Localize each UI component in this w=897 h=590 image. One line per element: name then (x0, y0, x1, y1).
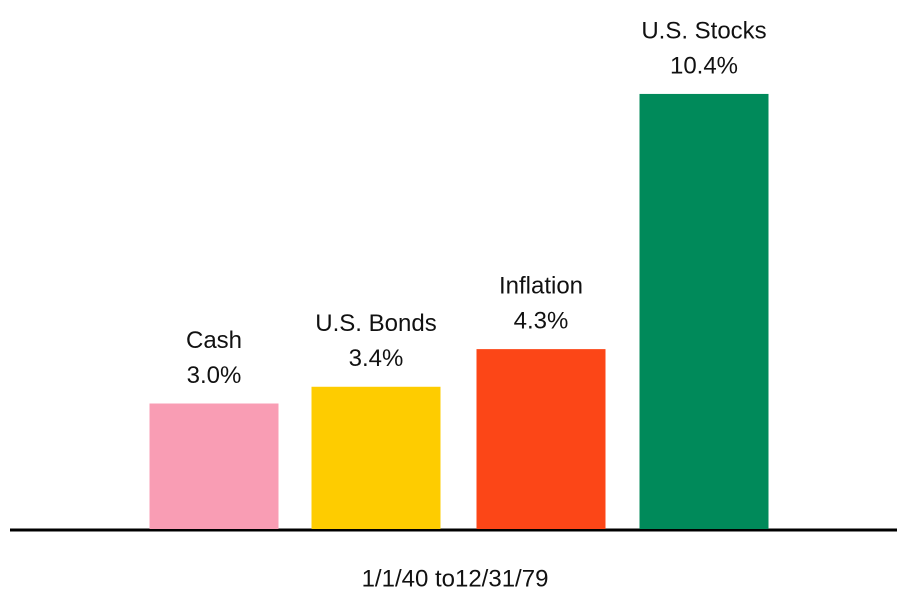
category-label: Inflation (499, 272, 583, 299)
value-label: 3.4% (349, 345, 404, 372)
category-label: U.S. Stocks (641, 17, 766, 44)
bar (311, 386, 441, 529)
category-label: U.S. Bonds (315, 310, 436, 337)
x-axis-label: 1/1/40 to12/31/79 (362, 565, 549, 590)
value-label: 3.0% (187, 362, 242, 389)
value-label: 4.3% (514, 307, 569, 334)
value-label: 10.4% (670, 52, 738, 79)
bar (476, 349, 606, 529)
bar (639, 93, 769, 529)
bar (149, 403, 279, 529)
category-label: Cash (186, 327, 242, 354)
